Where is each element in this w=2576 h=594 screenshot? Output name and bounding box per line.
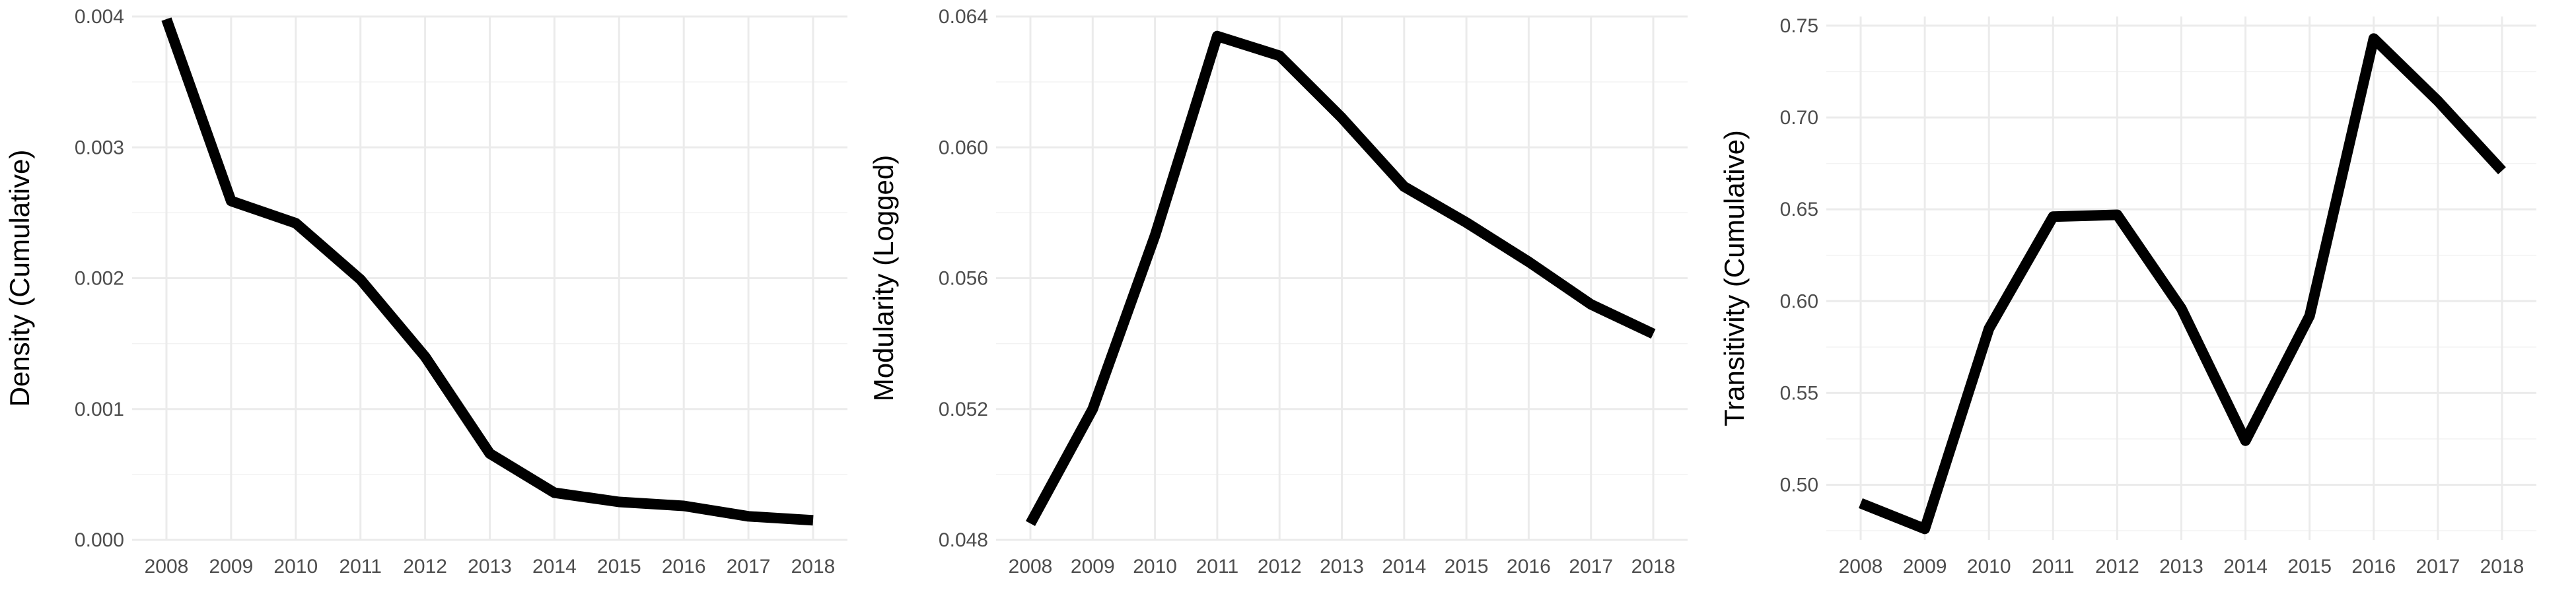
x-tick-label: 2013 (468, 556, 512, 578)
x-tick-label: 2018 (2480, 556, 2524, 578)
x-tick-label: 2009 (209, 556, 254, 578)
chart-panel-3: 0.50 0.55 0.60 0.65 0.70 0.75 2008 2009 2010 2011… (1719, 15, 2536, 578)
x-tick-label: 2018 (1631, 556, 1676, 578)
y-tick-label: 0.60 (1780, 290, 1818, 312)
x-tick-label: 2015 (1445, 556, 1489, 578)
x-tick-label: 2013 (1320, 556, 1364, 578)
x-tick-label: 2013 (2159, 556, 2203, 578)
y-tick-label: 0.003 (75, 137, 124, 158)
x-tick-label: 2017 (2416, 556, 2460, 578)
y-tick-label: 0.001 (75, 399, 124, 420)
series-line (1025, 30, 1656, 527)
x-tick-label: 2016 (662, 556, 706, 578)
x-tick-label: 2010 (1133, 556, 1177, 578)
x-tick-label: 2014 (2223, 556, 2268, 578)
y-tick-label: 0.056 (939, 268, 988, 290)
x-tick-label: 2012 (1258, 556, 1302, 578)
y-tick-label: 0.004 (75, 6, 124, 28)
x-tick-label: 2017 (1569, 556, 1613, 578)
series-line (161, 17, 814, 526)
x-tick-label: 2012 (2095, 556, 2139, 578)
y-tick-label: 0.70 (1780, 107, 1818, 129)
x-tick-label: 2014 (532, 556, 577, 578)
x-tick-label: 2014 (1382, 556, 1426, 578)
y-tick-label: 0.55 (1780, 382, 1818, 404)
y-axis-label: Transitivity (Cumulative) (1719, 130, 1750, 426)
y-tick-label: 0.002 (75, 268, 124, 290)
y-tick-label: 0.65 (1780, 199, 1818, 220)
x-tick-label: 2008 (1009, 556, 1053, 578)
chart-panel-1: 0.000 0.001 0.002 0.003 0.004 2008 2009 2010 201… (4, 6, 847, 578)
x-tick-label: 2016 (2351, 556, 2396, 578)
y-tick-label: 0.75 (1780, 15, 1818, 37)
x-tick-label: 2009 (1071, 556, 1115, 578)
x-tick-label: 2017 (727, 556, 771, 578)
x-tick-label: 2015 (2287, 556, 2332, 578)
x-tick-label: 2011 (2032, 556, 2075, 578)
x-tick-label: 2009 (1903, 556, 1947, 578)
y-axis-label: Modularity (Logged) (868, 155, 899, 402)
x-tick-label: 2015 (597, 556, 641, 578)
x-tick-label: 2010 (273, 556, 318, 578)
y-axis-label: Density (Cumulative) (4, 150, 35, 407)
x-tick-label: 2008 (1839, 556, 1883, 578)
x-tick-label: 2012 (403, 556, 447, 578)
x-tick-label: 2016 (1507, 556, 1551, 578)
x-tick-label: 2018 (791, 556, 836, 578)
y-tick-label: 0.50 (1780, 475, 1818, 496)
x-tick-label: 2008 (145, 556, 189, 578)
x-tick-label: 2010 (1967, 556, 2011, 578)
x-tick-label: 2011 (339, 556, 382, 578)
y-tick-label: 0.064 (939, 6, 988, 28)
y-tick-label: 0.060 (939, 137, 988, 158)
y-tick-label: 0.052 (939, 399, 988, 420)
x-tick-label: 2011 (1196, 556, 1239, 578)
series-line (1859, 33, 2506, 535)
y-tick-label: 0.048 (939, 529, 988, 551)
y-tick-label: 0.000 (75, 529, 124, 551)
chart-panel-2: 0.048 0.052 0.056 0.060 0.064 2008 2009 2010 201… (868, 6, 1688, 578)
